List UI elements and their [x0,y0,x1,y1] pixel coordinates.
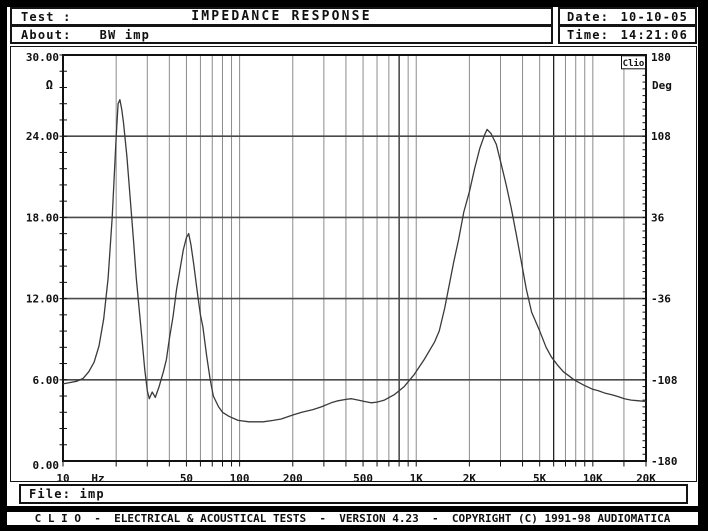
about-value: BW imp [99,27,151,42]
y-left-label: 12.00 [26,293,59,306]
impedance-response-chart: 30.00 24.00 18.00 12.00 6.00 0.00 Ω 180 108 36 -36… [26,51,678,481]
x-axis-label: 200 [283,472,303,481]
status-bar: C L I O - ELECTRICAL & ACOUSTICAL TESTS … [7,512,698,525]
date-box: Date: 10-10-05 [558,7,697,26]
hz-unit-label: Hz [91,472,104,481]
about-bar: About: BW imp [10,25,553,44]
x-axis-label: 2K [463,472,477,481]
date-value: 10-10-05 [620,9,688,24]
time-box: Time: 14:21:06 [558,25,697,44]
impedance-curve [62,99,647,423]
file-label: File: [29,487,72,501]
y-left-label: 0.00 [33,459,60,472]
file-box: File: imp [19,484,688,504]
x-axis-label: 1K [410,472,424,481]
y-right-label: 108 [651,130,671,143]
status-separator [7,506,698,512]
y-right-label: 36 [651,211,665,224]
x-axis-label: 5K [533,472,547,481]
clio-badge-text: Clio [623,58,645,69]
y-right-label: 180 [651,51,671,64]
y-right-label: -36 [651,293,671,306]
clio-badge-box [621,55,646,70]
ohm-unit-label: Ω [46,78,53,92]
chart-panel: 30.00 24.00 18.00 12.00 6.00 0.00 Ω 180 108 36 -36… [10,46,697,482]
statusbar-text: C L I O - ELECTRICAL & ACOUSTICAL TESTS … [34,512,671,525]
file-spacer [71,487,79,501]
x-axis-label: 50 [180,472,193,481]
y-left-label: 24.00 [26,130,59,143]
date-label: Date: [567,9,610,24]
time-value: 14:21:06 [620,27,688,42]
y-left-label: 6.00 [33,374,60,387]
file-value: imp [79,487,105,501]
y-left-label: 18.00 [26,211,59,224]
x-axis-label: 500 [353,472,373,481]
time-label: Time: [567,27,610,42]
x-axis-label: 10K [583,472,603,481]
plot-frame [62,54,647,462]
about-label: About: [21,27,72,42]
x-axis-label: 10 [56,472,69,481]
x-axis-label: 100 [230,472,250,481]
y-right-label: -108 [651,374,678,387]
x-axis-label: 20K [636,472,656,481]
y-right-label: -180 [651,455,678,468]
y-left-label: 30.00 [26,51,59,64]
test-title-bar: Test : IMPEDANCE RESPONSE [10,7,553,26]
page-title: IMPEDANCE RESPONSE [191,9,372,24]
test-label: Test : [21,9,72,24]
deg-unit-label: Deg [652,79,672,92]
